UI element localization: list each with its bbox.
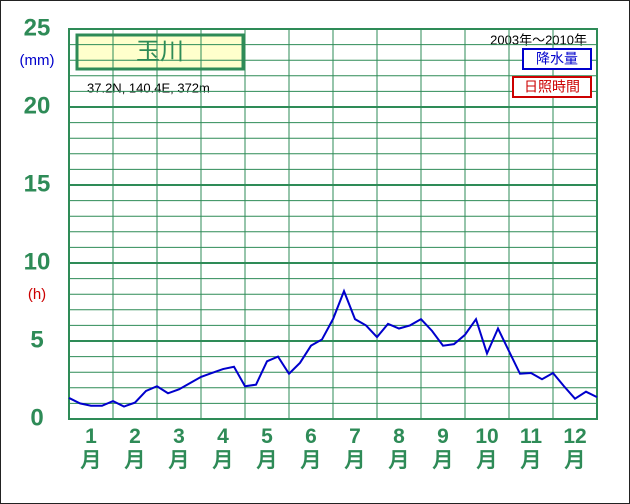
- x-tick-label: 10月: [475, 425, 499, 472]
- y-tick-label: 0: [30, 404, 43, 431]
- x-tick-label: 4月: [212, 425, 234, 472]
- x-tick-label: 7月: [344, 425, 366, 472]
- x-tick-label: 1月: [80, 425, 102, 472]
- x-tick-label: 5月: [256, 425, 278, 472]
- data-line: [68, 288, 598, 408]
- x-tick-label: 3月: [168, 425, 190, 472]
- y-tick-label: 25: [24, 14, 51, 41]
- x-tick-label: 2月: [124, 425, 146, 472]
- y-unit: (mm): [20, 52, 55, 69]
- y-tick-label: 5: [30, 326, 43, 353]
- legend-label: 降水量: [536, 51, 578, 67]
- title-box: [75, 33, 245, 71]
- legend-box: [512, 76, 592, 98]
- x-tick-label: 11月: [519, 425, 543, 472]
- location: 37.2N, 140.4E, 372m: [87, 80, 210, 95]
- x-tick-label: 12月: [563, 425, 587, 472]
- period: 2003年～2010年: [490, 32, 587, 47]
- y-tick-label: 20: [24, 92, 51, 119]
- x-tick-label: 9月: [432, 425, 454, 472]
- station-title: 玉川: [136, 38, 184, 65]
- legend-box: [522, 48, 592, 70]
- y2-unit: (h): [28, 286, 46, 303]
- x-tick-label: 6月: [300, 425, 322, 472]
- y-tick-label: 15: [24, 170, 51, 197]
- x-tick-label: 8月: [388, 425, 410, 472]
- plot-frame: [68, 28, 598, 420]
- legend-label: 日照時間: [524, 79, 580, 95]
- y-tick-label: 10: [24, 248, 51, 275]
